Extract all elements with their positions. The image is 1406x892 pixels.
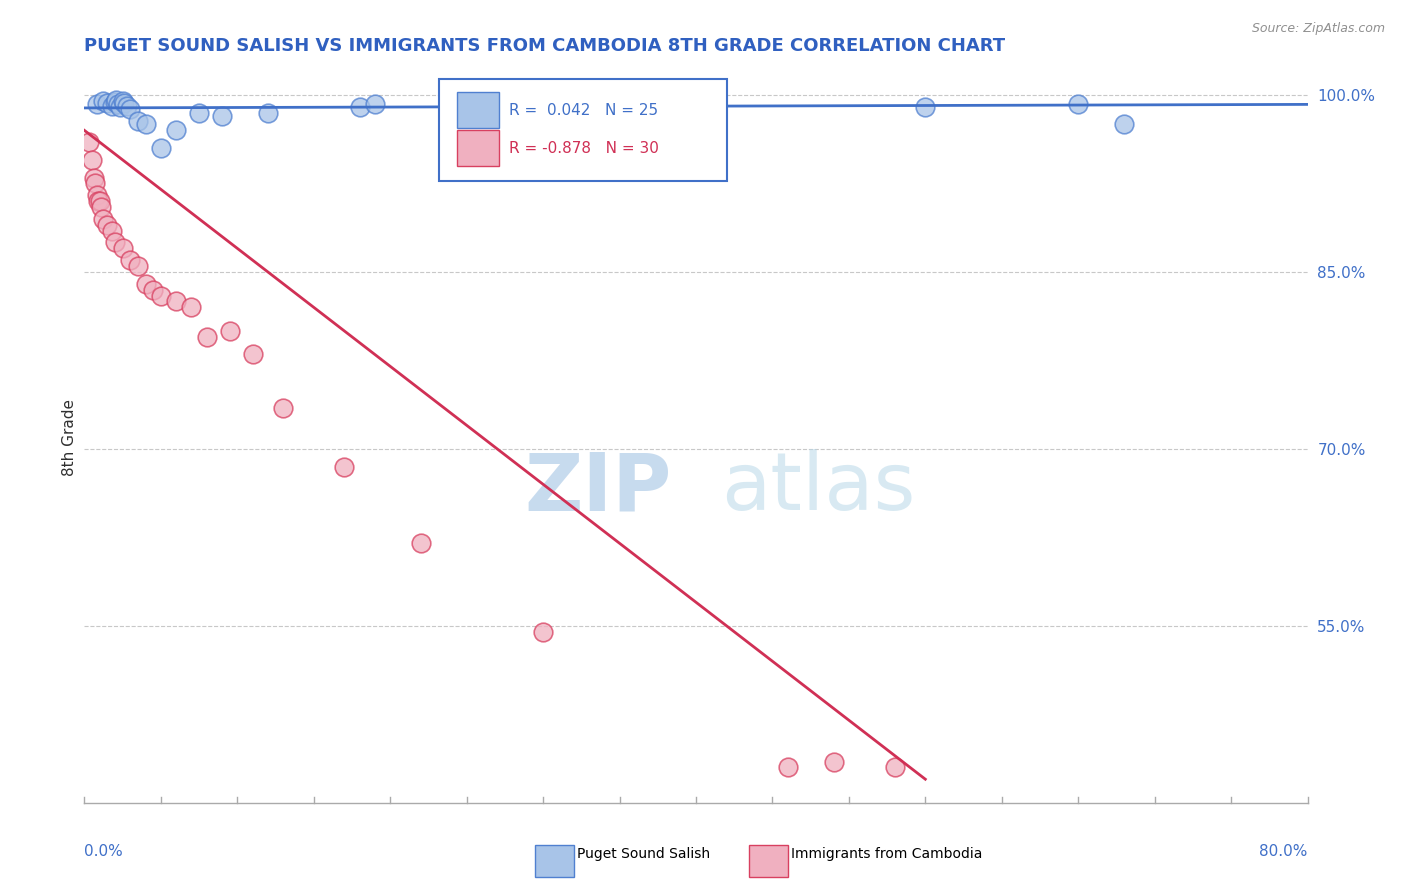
Point (86, 97, 108, 112)
Point (218, 324, 240, 338)
Point (188, 105, 211, 120)
Text: 80.0%: 80.0% (1260, 844, 1308, 859)
Text: R =  0.042   N = 25: R = 0.042 N = 25 (509, 103, 658, 118)
Point (108, 100, 131, 114)
FancyBboxPatch shape (748, 846, 787, 878)
Point (105, 93, 128, 107)
Point (112, 96, 135, 111)
Point (127, 259, 149, 273)
FancyBboxPatch shape (457, 130, 499, 166)
Point (1067, 97, 1090, 112)
Point (409, 536, 432, 550)
Point (142, 283, 165, 297)
Point (120, 253, 142, 268)
Point (135, 118, 157, 132)
Point (883, 760, 905, 774)
Point (87, 194, 110, 208)
Point (195, 330, 218, 344)
Point (165, 123, 187, 137)
Text: Puget Sound Salish: Puget Sound Salish (578, 847, 710, 861)
Point (364, 97, 387, 112)
Point (104, 95, 127, 109)
Point (84, 177, 107, 191)
Point (349, 100, 371, 114)
Point (180, 301, 202, 315)
Point (1114, 118, 1136, 132)
Point (89, 194, 111, 208)
Point (471, 100, 494, 114)
Point (77, 135, 100, 149)
Text: ZIP: ZIP (524, 450, 672, 527)
Point (257, 105, 280, 120)
Point (111, 94, 134, 108)
Point (165, 294, 187, 309)
Point (107, 97, 129, 112)
Point (101, 98, 124, 112)
Point (823, 755, 845, 769)
Point (96, 218, 118, 232)
Point (333, 459, 356, 474)
Point (271, 401, 294, 415)
FancyBboxPatch shape (534, 846, 574, 878)
Point (149, 288, 172, 302)
Point (111, 241, 134, 255)
Point (135, 277, 157, 291)
Text: PUGET SOUND SALISH VS IMMIGRANTS FROM CAMBODIA 8TH GRADE CORRELATION CHART: PUGET SOUND SALISH VS IMMIGRANTS FROM CA… (84, 37, 1005, 54)
Point (776, 760, 799, 774)
Point (242, 347, 264, 361)
Y-axis label: 8th Grade: 8th Grade (62, 399, 77, 475)
Point (914, 100, 936, 114)
Point (149, 141, 172, 155)
Point (104, 235, 127, 250)
Point (80, 153, 103, 167)
Point (531, 624, 554, 639)
FancyBboxPatch shape (457, 92, 499, 128)
Point (96, 96, 118, 111)
Point (115, 98, 138, 112)
Point (101, 224, 124, 238)
Point (91, 94, 114, 108)
Text: Immigrants from Cambodia: Immigrants from Cambodia (792, 847, 983, 861)
FancyBboxPatch shape (439, 78, 727, 181)
Point (83, 170, 105, 185)
Text: R = -0.878   N = 30: R = -0.878 N = 30 (509, 141, 658, 156)
Text: atlas: atlas (721, 450, 915, 527)
Point (86, 188, 108, 202)
Point (120, 102, 142, 116)
Point (90, 200, 112, 214)
Point (91, 211, 114, 226)
Point (127, 114, 149, 128)
Text: Source: ZipAtlas.com: Source: ZipAtlas.com (1251, 22, 1385, 36)
Point (211, 109, 233, 123)
Text: 0.0%: 0.0% (84, 844, 124, 859)
